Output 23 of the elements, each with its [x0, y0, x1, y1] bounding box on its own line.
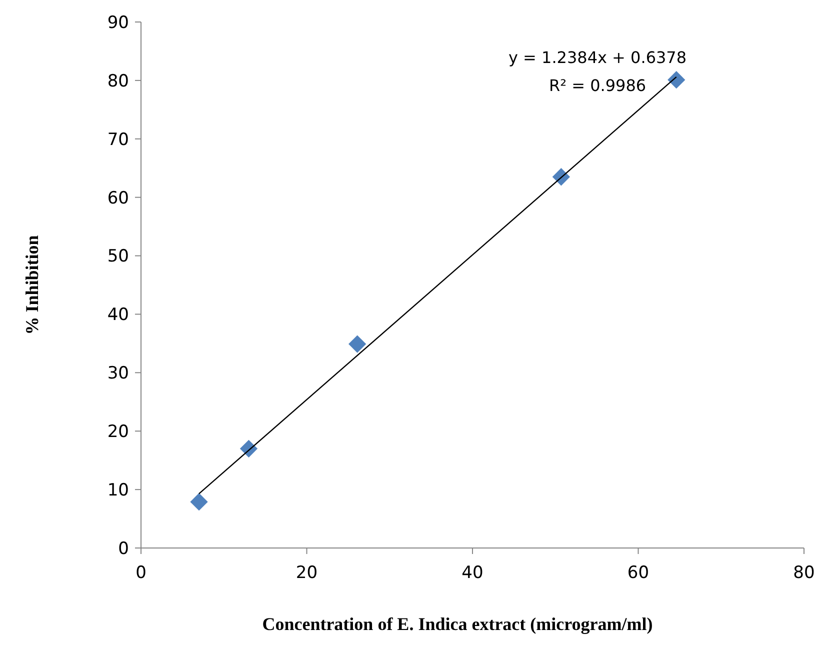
y-tick-label: 10 — [107, 480, 129, 501]
y-tick-label: 70 — [107, 130, 129, 150]
y-tick-label: 50 — [107, 246, 129, 267]
x-tick-label: 20 — [296, 563, 318, 583]
y-tick-label: 80 — [107, 71, 129, 92]
y-tick-label: 30 — [107, 364, 129, 384]
y-tick-label: 20 — [107, 422, 129, 442]
x-tick-label: 60 — [627, 563, 650, 583]
x-axis-title: Concentration of E. Indica extract (microgram/ml) — [262, 614, 653, 634]
x-tick-label: 0 — [136, 563, 146, 583]
x-tick-label: 80 — [793, 563, 815, 583]
y-axis-title: % Inhibition — [22, 235, 42, 335]
point — [552, 168, 570, 186]
point — [190, 493, 208, 511]
annotation: R² = 0.9986 — [548, 76, 646, 95]
y-tick-label: 90 — [107, 12, 129, 33]
annotation: y = 1.2384x + 0.6378 — [508, 48, 687, 67]
y-tick-label: 0 — [118, 538, 129, 559]
y-tick-label: 60 — [107, 188, 129, 208]
x-tick-label: 40 — [462, 563, 484, 583]
point — [348, 335, 366, 353]
y-tick-label: 40 — [107, 305, 129, 326]
point — [668, 71, 686, 89]
